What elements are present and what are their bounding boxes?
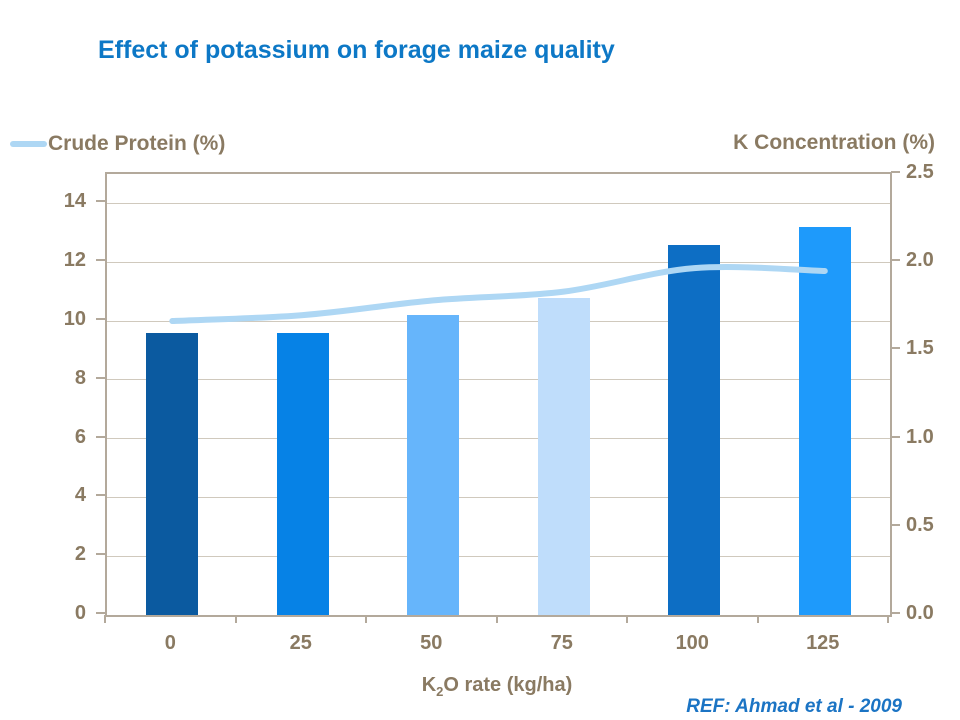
- left-axis-tick-label: 14: [63, 190, 86, 213]
- x-axis-title: K2O rate (kg/ha): [346, 672, 648, 699]
- x-axis-title-pre: K: [421, 674, 437, 696]
- right-axis-tick-label: 1.5: [906, 337, 934, 360]
- x-axis-title-post: O rate (kg/ha): [443, 674, 573, 696]
- left-axis-tick-label: 4: [74, 484, 86, 507]
- right-axis-tick-mark: [891, 523, 900, 526]
- gridline: [107, 555, 890, 557]
- left-axis-tick-mark: [96, 200, 105, 203]
- right-axis-tick-mark: [891, 347, 900, 350]
- right-axis-tick-label: 0.5: [906, 513, 934, 536]
- left-axis-tick-label: 8: [74, 366, 86, 389]
- left-axis-tick-mark: [96, 494, 105, 497]
- right-axis-tick-mark: [891, 435, 900, 438]
- bar-125: [798, 226, 851, 615]
- x-axis-tick-label: 50: [420, 632, 443, 654]
- left-axis-tick-mark: [96, 259, 105, 262]
- x-axis-tick-label: 75: [550, 632, 573, 654]
- left-axis-tick-label: 0: [74, 602, 86, 624]
- x-axis-tick-mark: [626, 615, 628, 623]
- bar-25: [276, 332, 329, 615]
- line-series-legend-swatch: [10, 141, 47, 147]
- legend: Crude Protein (%): [10, 131, 225, 157]
- left-axis-tick-mark: [96, 376, 105, 379]
- left-axis-tick-label: 2: [74, 543, 86, 566]
- bar-100: [668, 244, 721, 615]
- right-axis-tick-label: 0.0: [906, 602, 934, 624]
- left-axis-tick-label: 10: [63, 308, 86, 330]
- x-axis-tick-label: 100: [675, 632, 709, 654]
- left-axis-tick-label: 12: [63, 249, 86, 272]
- gridline: [107, 379, 890, 381]
- left-axis-tick-mark: [96, 612, 105, 614]
- gridline: [107, 320, 890, 322]
- plot-inner: [107, 174, 890, 615]
- bar-0: [146, 332, 199, 615]
- right-axis-title: K Concentration (%): [733, 131, 935, 154]
- reference-note: REF: Ahmad et al - 2009: [686, 696, 902, 717]
- x-axis-tick-mark: [365, 615, 367, 623]
- right-axis-tick-label: 2.5: [906, 161, 934, 183]
- x-axis-title-sub: 2: [436, 684, 444, 699]
- plot-area: [105, 172, 892, 617]
- right-axis-tick-mark: [891, 259, 900, 262]
- x-axis-tick-mark: [104, 615, 106, 623]
- bar-50: [407, 315, 460, 615]
- right-axis-tick-mark: [891, 612, 900, 614]
- x-axis-tick-mark: [495, 615, 498, 623]
- left-axis-tick-mark: [96, 318, 105, 320]
- gridline: [107, 438, 890, 440]
- x-axis-tick-mark: [887, 615, 889, 623]
- right-axis-tick-label: 1.0: [906, 425, 934, 448]
- line-series-path: [169, 264, 828, 324]
- gridline: [107, 261, 890, 263]
- right-axis-tick-mark: [891, 171, 900, 173]
- x-axis-tick-mark: [234, 615, 237, 623]
- gridline: [107, 496, 890, 498]
- left-axis-tick-label: 6: [74, 425, 86, 448]
- x-axis-tick-label: 0: [164, 632, 176, 654]
- left-axis-tick-mark: [96, 435, 105, 438]
- bar-75: [537, 297, 590, 615]
- line-series-crude-protein: [169, 264, 828, 324]
- left-axis-tick-mark: [96, 553, 105, 556]
- x-axis-tick-label: 25: [289, 632, 312, 654]
- x-axis-tick-label: 125: [806, 632, 840, 654]
- gridline: [107, 202, 890, 204]
- chart-title: Effect of potassium on forage maize qual…: [98, 36, 615, 64]
- legend-label: Crude Protein (%): [48, 132, 226, 155]
- right-axis-tick-label: 2.0: [906, 249, 934, 272]
- x-axis-tick-mark: [756, 615, 759, 623]
